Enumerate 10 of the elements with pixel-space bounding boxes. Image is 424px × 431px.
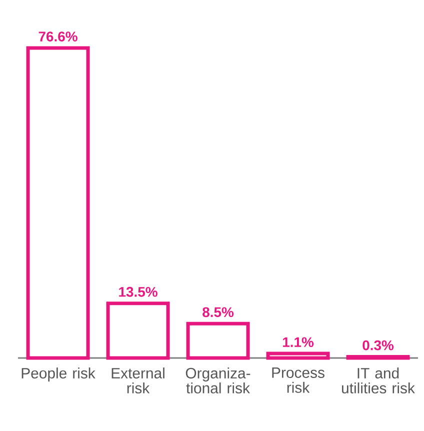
data-label: 13.5%	[119, 286, 158, 297]
x-tick-label: IT and utilities risk	[342, 368, 415, 394]
data-label: 1.1%	[282, 337, 314, 348]
x-tick-label: People risk	[22, 368, 96, 382]
data-label: 8.5%	[202, 307, 234, 318]
x-tick-label: External risk	[112, 368, 164, 394]
x-tick-label: Organiza-tional risk	[186, 368, 250, 394]
x-tick-label: Process risk	[272, 368, 324, 393]
data-label: 0.3%	[362, 340, 394, 350]
data-label: 76.6%	[38, 32, 78, 42]
